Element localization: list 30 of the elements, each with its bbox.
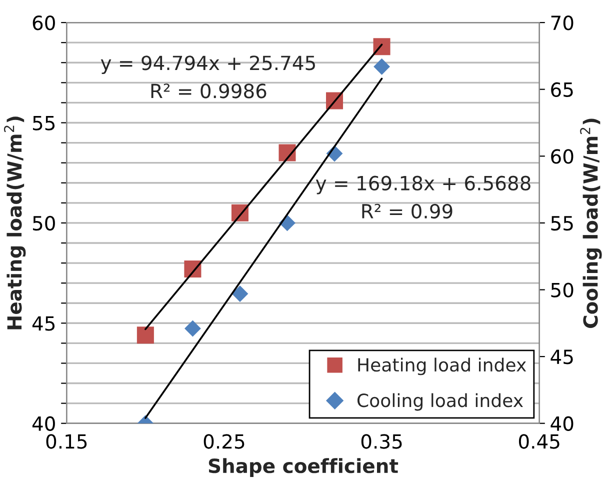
annotation: y = 94.794x + 25.745: [100, 56, 315, 74]
y-tick-label: 55: [33, 116, 55, 130]
y2-tick-label: 55: [551, 216, 573, 231]
x-tick-label: 0.25: [204, 434, 244, 449]
x-tick-label: 0.45: [518, 434, 560, 449]
annotation: R² = 0.99: [362, 204, 452, 219]
annotation: y = 169.18x + 6.5688: [316, 176, 530, 194]
point: [373, 38, 390, 56]
y-tick-label: 50: [33, 216, 55, 231]
annotation: R² = 0.9986: [151, 84, 266, 98]
y-tick-label: 60: [32, 16, 55, 30]
y2-tick-label: 40: [550, 416, 574, 432]
legend-label: Heating load index: [358, 358, 526, 376]
y2-tick-label: 60: [551, 149, 574, 164]
y-axis-title: Heating load(W/m$^{2}$): [4, 116, 26, 330]
point: [374, 58, 390, 75]
x-axis-title: Shape coefficient: [208, 458, 398, 477]
y2-tick-label: 70: [551, 16, 574, 30]
y2-tick-label: 65: [551, 82, 573, 98]
x-tick-label: 0.35: [361, 434, 402, 449]
point: [136, 326, 154, 344]
point: [232, 286, 248, 302]
y-tick-label: 40: [32, 416, 55, 432]
point: [184, 320, 201, 337]
legend-label: Cooling load index: [357, 393, 523, 411]
y2-tick-label: 50: [551, 282, 574, 298]
x-tick-label: 0.15: [46, 434, 87, 449]
y-tick-label: 45: [32, 316, 55, 331]
y2-tick-label: 45: [550, 350, 573, 364]
y2-axis-title: Cooling load(W/m$^{2}$): [580, 118, 602, 328]
